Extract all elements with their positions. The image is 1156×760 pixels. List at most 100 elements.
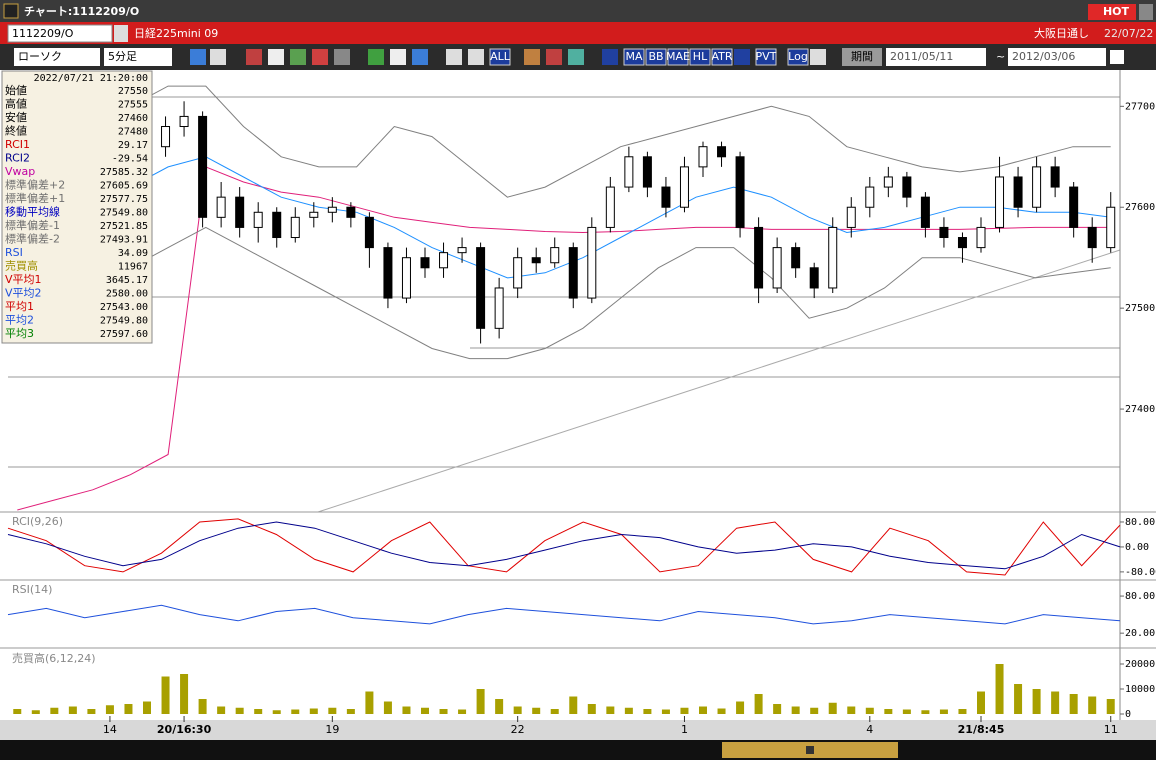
toolbar-button[interactable] bbox=[711, 48, 733, 66]
toolbar-button-label: BB bbox=[648, 50, 663, 63]
volume-bar bbox=[124, 704, 133, 714]
app-icon bbox=[3, 3, 19, 19]
volume-bar bbox=[13, 709, 22, 714]
volume-bar bbox=[421, 707, 429, 714]
toolbar-button[interactable] bbox=[667, 48, 689, 66]
icon[interactable] bbox=[546, 49, 562, 65]
volume-bar bbox=[717, 708, 726, 714]
candle-body bbox=[957, 237, 967, 249]
price-line bbox=[17, 226, 1111, 360]
icon[interactable] bbox=[412, 49, 428, 65]
toolbar-button[interactable] bbox=[489, 48, 511, 66]
volume-bar bbox=[346, 709, 355, 714]
candle-body bbox=[995, 176, 1005, 228]
info-value: 27555 bbox=[118, 100, 148, 111]
volume-bar bbox=[699, 706, 707, 714]
symbol-dropdown[interactable] bbox=[114, 25, 128, 42]
volume-bar bbox=[754, 694, 763, 714]
y-tick-label: 80.00 bbox=[1125, 591, 1155, 602]
y-tick-label: 27500 bbox=[1125, 303, 1155, 314]
info-value: 27597.60 bbox=[100, 329, 148, 340]
icon[interactable] bbox=[190, 49, 206, 65]
candle-body bbox=[216, 196, 226, 218]
volume-bar bbox=[865, 707, 874, 714]
volume-bar bbox=[328, 707, 337, 714]
icon[interactable] bbox=[568, 49, 584, 65]
info-value: 2580.00 bbox=[106, 289, 148, 300]
info-value: 27577.75 bbox=[100, 194, 148, 205]
candle-body bbox=[1069, 186, 1079, 228]
y-tick-label: 20.00 bbox=[1125, 628, 1155, 639]
volume-bar bbox=[810, 707, 819, 714]
checkbox[interactable] bbox=[1110, 50, 1124, 64]
toolbar-button[interactable] bbox=[645, 48, 667, 66]
plot bbox=[8, 85, 1121, 513]
volume-bar bbox=[736, 701, 745, 714]
symbol: 1112209/O bbox=[12, 27, 74, 40]
info-label: RCI1 bbox=[5, 138, 30, 151]
y-tick-label: 27400 bbox=[1125, 404, 1155, 415]
info-value: 27549.80 bbox=[100, 316, 148, 327]
icon[interactable] bbox=[390, 49, 406, 65]
icon[interactable] bbox=[468, 49, 484, 65]
candle-body bbox=[198, 115, 208, 218]
symbol-input[interactable] bbox=[7, 24, 113, 43]
toolbar-button[interactable] bbox=[623, 48, 645, 66]
info-value: 27605.69 bbox=[100, 181, 148, 192]
icon[interactable] bbox=[246, 49, 262, 65]
volume-bar bbox=[1014, 684, 1023, 714]
icon[interactable] bbox=[446, 49, 462, 65]
icon[interactable] bbox=[268, 49, 284, 65]
candle-body bbox=[327, 206, 337, 213]
info-panel: 2022/07/21 21:20:00 始値 27550 高値 27555 安値 2746… bbox=[1, 70, 153, 344]
toolbar-button-label: HL bbox=[693, 50, 708, 63]
icon[interactable] bbox=[312, 49, 328, 65]
candle-body bbox=[809, 267, 819, 289]
header-bar bbox=[0, 22, 1156, 44]
price-line bbox=[17, 85, 1111, 198]
toolbar-button[interactable] bbox=[787, 48, 809, 66]
icon[interactable] bbox=[524, 49, 540, 65]
icon[interactable] bbox=[810, 49, 826, 65]
volume-bar bbox=[1106, 699, 1115, 714]
icon[interactable] bbox=[334, 49, 350, 65]
candle-body bbox=[902, 176, 912, 198]
candle-body bbox=[1050, 166, 1060, 188]
y-tick-label: 27700 bbox=[1125, 101, 1155, 112]
close-button[interactable] bbox=[1139, 4, 1153, 20]
to-date[interactable] bbox=[1008, 48, 1106, 66]
candle-body bbox=[605, 186, 615, 228]
icon[interactable] bbox=[602, 49, 618, 65]
toolbar-button[interactable] bbox=[689, 48, 711, 66]
volume-bar bbox=[402, 706, 411, 714]
x-tick-label: 19 bbox=[325, 723, 339, 736]
volume-bar bbox=[1069, 694, 1078, 714]
panel-label: 売買高(6,12,24) bbox=[12, 651, 96, 665]
candle-body bbox=[883, 176, 893, 188]
chart-type: ローソク bbox=[18, 50, 62, 63]
candle-body bbox=[624, 156, 634, 188]
volume-bar bbox=[31, 710, 40, 714]
volume-bar bbox=[921, 710, 930, 714]
volume-bar bbox=[847, 706, 856, 714]
icon[interactable] bbox=[210, 49, 226, 65]
rci-line bbox=[7, 521, 1121, 570]
hot-button[interactable] bbox=[1088, 4, 1136, 20]
icon[interactable] bbox=[290, 49, 306, 65]
chart-type-select[interactable] bbox=[14, 48, 100, 66]
icon[interactable] bbox=[734, 49, 750, 65]
from-date[interactable] bbox=[886, 48, 986, 66]
toolbar-button[interactable] bbox=[755, 48, 777, 66]
period-button[interactable] bbox=[842, 48, 882, 66]
info-label: V平均1 bbox=[5, 273, 42, 286]
scrollbar bbox=[0, 740, 1156, 760]
icon[interactable] bbox=[368, 49, 384, 65]
rci-line bbox=[7, 518, 1121, 576]
info-label: 平均2 bbox=[5, 314, 34, 327]
y-tick-label: 80.00 bbox=[1125, 517, 1155, 528]
volume-bar bbox=[884, 709, 893, 714]
interval-select[interactable] bbox=[104, 48, 172, 66]
volume-bar bbox=[606, 706, 615, 714]
candle-body bbox=[568, 247, 578, 299]
candle-body bbox=[939, 226, 949, 239]
